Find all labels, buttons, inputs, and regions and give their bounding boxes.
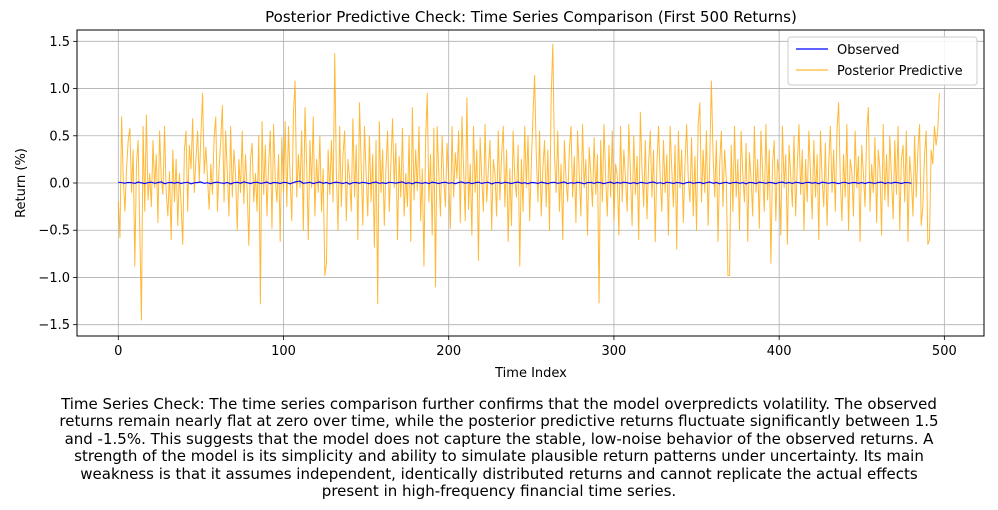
y-tick-label: −1.5	[38, 318, 70, 333]
y-tick-label: −0.5	[38, 224, 70, 239]
x-tick-label: 100	[271, 344, 296, 359]
y-tick-label: −1.0	[38, 271, 70, 286]
x-axis-label: Time Index	[494, 366, 567, 381]
y-axis: −1.5 −1.0 −0.5 0.0 0.5 1.0 1.5	[38, 35, 77, 333]
caption-line: present in high-frequency financial time…	[321, 482, 677, 501]
caption-line: returns remain nearly flat at zero over …	[59, 412, 939, 431]
y-tick-label: 1.0	[49, 82, 70, 97]
chart-figure: Posterior Predictive Check: Time Series …	[14, 8, 985, 381]
x-tick-label: 200	[436, 344, 461, 359]
plot-area	[117, 43, 940, 321]
x-tick-label: 0	[114, 344, 122, 359]
caption-line: and -1.5%. This suggests that the model …	[64, 429, 934, 448]
legend: Observed Posterior Predictive	[787, 36, 978, 86]
x-tick-label: 300	[602, 344, 627, 359]
caption-line: strength of the model is its simplicity …	[74, 447, 924, 466]
series-line-observed	[118, 180, 912, 185]
y-axis-label: Return (%)	[14, 148, 29, 218]
x-tick-label: 400	[767, 344, 792, 359]
y-tick-label: 1.5	[49, 35, 70, 50]
x-axis: 0 100 200 300 400 500	[114, 336, 957, 359]
chart-title: Posterior Predictive Check: Time Series …	[265, 8, 797, 26]
legend-box	[787, 36, 978, 86]
caption: Time Series Check: The time series compa…	[8, 395, 990, 501]
caption-line: Time Series Check: The time series compa…	[61, 395, 937, 413]
x-tick-label: 500	[932, 344, 957, 359]
y-tick-label: 0.5	[49, 129, 70, 144]
caption-line: weakness is that it assumes independent,…	[80, 464, 918, 483]
y-tick-label: 0.0	[49, 177, 70, 192]
legend-label-posterior: Posterior Predictive	[837, 64, 963, 79]
series-line-posterior-predictive	[117, 43, 940, 321]
legend-label-observed: Observed	[837, 43, 900, 58]
